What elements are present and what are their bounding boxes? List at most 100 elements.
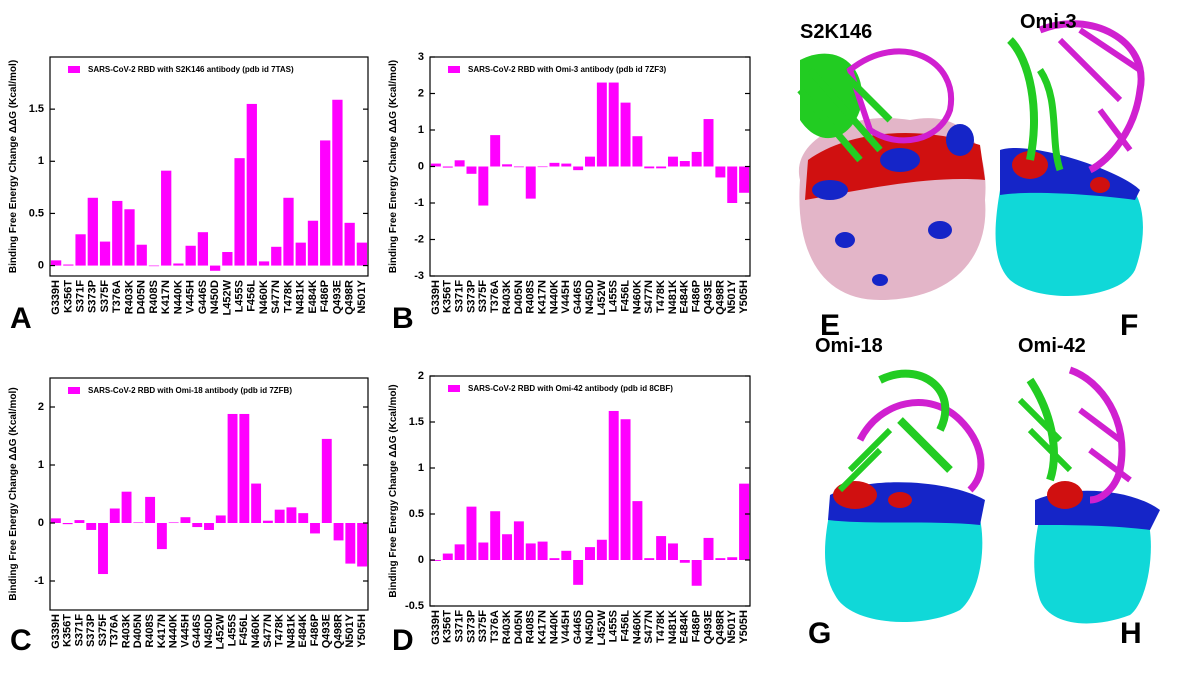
x-tick-label: S371F: [454, 610, 466, 643]
panel-label: D: [392, 624, 414, 657]
bar: [549, 162, 560, 167]
panel-label: E: [820, 309, 840, 342]
x-tick-label: L455S: [608, 280, 620, 312]
bar: [192, 523, 203, 528]
bar: [596, 82, 607, 167]
plot-frame: [49, 377, 369, 611]
bar: [691, 560, 702, 586]
x-tick-label: F486P: [319, 280, 331, 312]
structure-title: Omi-42: [1018, 335, 1086, 357]
x-tick-label: E484K: [297, 614, 309, 648]
bar: [148, 265, 160, 267]
bar: [124, 209, 135, 266]
bar: [632, 501, 643, 560]
bar: [727, 557, 738, 560]
bar: [310, 523, 320, 534]
x-tick-label: R403K: [501, 280, 513, 314]
bar: [63, 264, 74, 266]
bar: [537, 166, 548, 168]
x-tick-label: L452W: [596, 279, 608, 315]
x-tick-label: Y505H: [356, 614, 368, 648]
bar: [136, 244, 147, 266]
bar: [502, 534, 513, 560]
x-tick-label: N450D: [209, 280, 221, 314]
bar: [585, 156, 595, 167]
bar: [644, 166, 655, 169]
bar: [345, 523, 356, 564]
bar: [620, 419, 631, 560]
bar: [715, 558, 726, 560]
x-tick-label: N501Y: [344, 613, 356, 647]
y-axis-label: Binding Free Energy Change ΔΔG (Kcal/mol…: [388, 384, 399, 597]
x-tick-label: D405N: [132, 614, 144, 648]
bar: [573, 560, 584, 585]
x-tick-label: S375F: [99, 280, 111, 313]
x-tick-label: S477N: [262, 614, 274, 648]
x-tick-label: L452W: [221, 279, 233, 315]
legend-label: SARS-CoV-2 RBD with Omi-42 antibody (pdb…: [468, 384, 673, 393]
bar: [573, 166, 584, 171]
bar: [320, 140, 331, 266]
x-tick-label: V445H: [560, 280, 572, 314]
bar: [667, 543, 678, 560]
y-axis-label: Binding Free Energy Change ΔΔG (Kcal/mol…: [8, 60, 19, 273]
panel-label: G: [808, 617, 831, 650]
x-tick-label: G446S: [572, 280, 584, 314]
x-tick-label: Q493E: [702, 280, 714, 314]
y-axis-label: Binding Free Energy Change ΔΔG (Kcal/mol…: [388, 60, 399, 273]
x-tick-label: E484K: [307, 280, 319, 314]
x-tick-label: R408S: [525, 280, 537, 314]
bar: [454, 544, 465, 560]
bar: [246, 103, 257, 266]
legend-label: SARS-CoV-2 RBD with Omi-3 antibody (pdb …: [468, 65, 667, 74]
x-tick-label: R403K: [123, 280, 135, 314]
legend-label: SARS-CoV-2 RBD with Omi-18 antibody (pdb…: [88, 386, 292, 395]
bar: [525, 166, 536, 199]
bar: [466, 166, 477, 174]
x-tick-label: N440K: [548, 280, 560, 314]
x-tick-label: N481K: [667, 610, 679, 644]
bar: [490, 511, 501, 560]
y-tick-label: 0: [418, 554, 424, 566]
bar: [62, 523, 73, 525]
bar: [298, 513, 309, 523]
x-tick-label: Q498R: [714, 280, 726, 315]
x-tick-label: N501Y: [726, 609, 738, 643]
x-tick-label: K417N: [536, 610, 548, 644]
bar: [180, 517, 191, 523]
x-tick-label: G339H: [430, 610, 442, 645]
bar: [585, 547, 595, 560]
bar: [145, 496, 156, 523]
x-tick-label: N481K: [285, 614, 297, 648]
bar: [513, 521, 524, 560]
x-tick-label: G446S: [191, 614, 203, 648]
bar: [442, 553, 453, 560]
x-tick-label: R408S: [525, 610, 537, 644]
x-tick-label: L452W: [215, 613, 227, 649]
bar: [50, 518, 61, 523]
x-tick-label: T376A: [111, 280, 123, 313]
y-tick-label: 0.5: [29, 207, 44, 219]
x-tick-label: Q493E: [702, 610, 714, 644]
x-tick-label: S371F: [73, 614, 85, 647]
x-tick-label: F486P: [691, 610, 703, 642]
bar: [283, 197, 294, 266]
structure-f: [995, 20, 1145, 297]
y-tick-label: 2: [38, 401, 44, 413]
bar: [525, 543, 536, 560]
bar: [215, 515, 226, 523]
x-tick-label: G339H: [430, 280, 442, 315]
x-tick-label: R403K: [501, 610, 513, 644]
x-tick-label: N440K: [548, 610, 560, 644]
x-tick-label: K417N: [536, 280, 548, 314]
bar: [620, 102, 631, 167]
bar: [715, 166, 726, 178]
structure-title: Omi-18: [815, 335, 883, 357]
x-tick-label: N460K: [631, 280, 643, 314]
bar: [286, 507, 297, 523]
x-tick-label: S375F: [477, 280, 489, 313]
bar: [99, 241, 111, 266]
y-tick-label: 2: [418, 87, 424, 99]
panel-label: H: [1120, 617, 1142, 650]
x-tick-label: N450D: [203, 614, 215, 648]
